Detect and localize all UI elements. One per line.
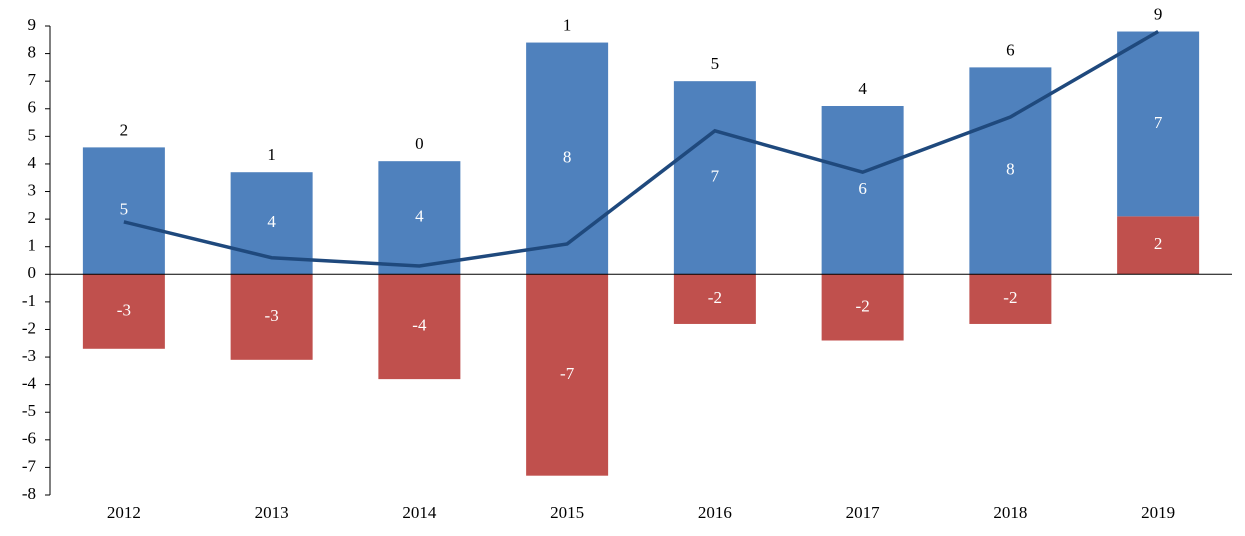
bar xyxy=(378,161,461,275)
x-tick-label: 2015 xyxy=(550,503,584,522)
y-tick-label: 4 xyxy=(28,153,37,172)
y-tick-label: -1 xyxy=(22,291,36,310)
y-tick-label: 7 xyxy=(28,70,37,89)
bar xyxy=(230,274,313,360)
y-tick-label: 6 xyxy=(28,98,37,117)
bar xyxy=(378,274,461,380)
bar xyxy=(526,274,609,476)
bar xyxy=(673,81,756,275)
line-label: 4 xyxy=(858,79,867,98)
y-tick-label: -3 xyxy=(22,346,36,365)
bar-label: 7 xyxy=(1154,113,1163,132)
y-tick-label: 3 xyxy=(28,180,37,199)
y-tick-label: -7 xyxy=(22,456,37,475)
y-tick-label: 0 xyxy=(28,263,37,282)
bar-label: -2 xyxy=(708,288,722,307)
line-label: 6 xyxy=(1006,40,1015,59)
x-tick-label: 2019 xyxy=(1141,503,1175,522)
bar-label: -4 xyxy=(412,316,427,335)
bar xyxy=(1117,216,1200,275)
line-label: 1 xyxy=(267,145,276,164)
bar xyxy=(969,274,1052,324)
line-label: 1 xyxy=(563,15,572,34)
line xyxy=(123,30,1160,268)
bar-label: 4 xyxy=(415,207,424,226)
bar-label: 6 xyxy=(858,179,867,198)
bar-label: -2 xyxy=(856,296,870,315)
y-tick-label: 1 xyxy=(28,236,37,255)
x-tick-label: 2014 xyxy=(402,503,437,522)
bar-label: 2 xyxy=(1154,234,1163,253)
y-tick-label: 2 xyxy=(28,208,37,227)
bar-label: -7 xyxy=(560,364,575,383)
y-tick-label: -8 xyxy=(22,484,36,503)
bar xyxy=(821,274,904,341)
bar-label: 7 xyxy=(711,167,720,186)
y-tick-label: -5 xyxy=(22,401,36,420)
bar xyxy=(821,106,904,275)
x-tick-label: 2017 xyxy=(846,503,881,522)
bar xyxy=(526,42,609,275)
x-tick-label: 2018 xyxy=(993,503,1027,522)
line-label: 9 xyxy=(1154,4,1163,23)
bar-label: 8 xyxy=(563,147,572,166)
x-tick-label: 2016 xyxy=(698,503,732,522)
bar xyxy=(82,147,165,275)
bar xyxy=(673,274,756,324)
x-tick-label: 2013 xyxy=(255,503,289,522)
x-tick-label: 2012 xyxy=(107,503,141,522)
line-label: 5 xyxy=(711,54,720,73)
bar-label: 8 xyxy=(1006,160,1015,179)
line-label: 0 xyxy=(415,134,424,153)
y-tick-label: 5 xyxy=(28,125,37,144)
bar-label: -3 xyxy=(117,300,131,319)
line-label: 2 xyxy=(120,120,129,139)
y-tick-label: -4 xyxy=(22,374,37,393)
y-tick-label: -2 xyxy=(22,318,36,337)
bar-label: -2 xyxy=(1003,288,1017,307)
bar-label: 5 xyxy=(120,200,129,219)
bar xyxy=(1117,31,1200,217)
y-tick-label: -6 xyxy=(22,429,36,448)
bar-label: -3 xyxy=(265,306,279,325)
y-tick-label: 9 xyxy=(28,15,37,34)
bar-label: 4 xyxy=(267,212,276,231)
bar xyxy=(82,274,165,349)
y-tick-label: 8 xyxy=(28,42,37,61)
